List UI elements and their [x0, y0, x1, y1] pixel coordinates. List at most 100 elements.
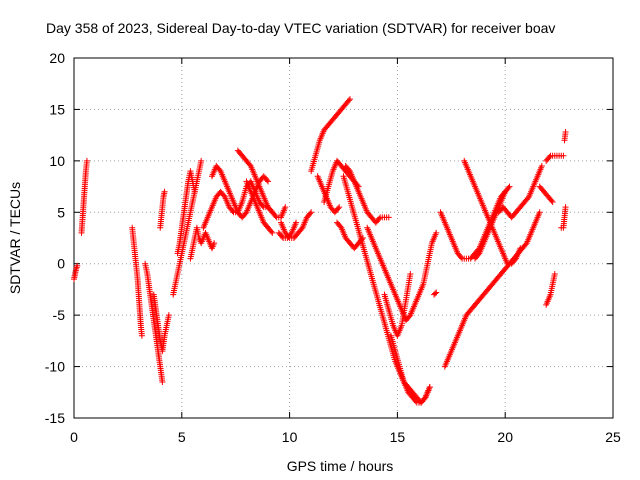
grid-lines	[74, 58, 613, 418]
point-marker	[522, 241, 529, 248]
point-marker	[412, 398, 419, 405]
series-s3	[129, 224, 145, 339]
point-marker	[426, 384, 433, 391]
series-s8	[174, 168, 198, 257]
series-s34	[558, 204, 569, 231]
chart-title: Day 358 of 2023, Sidereal Day-to-day VTE…	[46, 20, 555, 36]
point-marker	[265, 178, 272, 185]
x-axis-ticks: 0 5 10 15 20 25	[70, 58, 621, 445]
x-tick-label-4: 20	[497, 429, 513, 445]
series-s2	[78, 157, 90, 236]
point-marker	[272, 213, 279, 220]
point-marker	[406, 313, 413, 320]
point-marker	[433, 289, 440, 296]
series-s12	[234, 147, 289, 221]
point-marker	[551, 271, 558, 277]
point-marker	[385, 214, 392, 221]
point-marker	[74, 262, 81, 269]
series-s16	[308, 96, 353, 175]
point-marker	[269, 229, 276, 236]
point-marker	[407, 271, 414, 277]
point-marker	[346, 96, 353, 103]
point-marker	[220, 192, 227, 199]
x-tick-label-2: 10	[282, 429, 298, 445]
point-marker	[336, 204, 343, 211]
y-tick-label-7: 20	[49, 50, 65, 66]
point-marker	[536, 209, 543, 216]
point-marker	[165, 312, 172, 319]
point-marker	[560, 152, 567, 159]
y-axis-ticks: -15 -10 -5 0 5 10 15 20	[45, 50, 613, 426]
series-s15	[275, 219, 300, 241]
series-s6	[157, 188, 168, 231]
y-tick-label-1: -10	[45, 359, 65, 375]
point-marker	[211, 240, 218, 247]
series-s4	[142, 260, 166, 385]
point-marker	[505, 184, 512, 191]
point-marker	[263, 177, 270, 184]
point-marker	[198, 157, 205, 164]
point-marker	[549, 199, 556, 205]
series-s9	[187, 224, 218, 262]
point-marker	[138, 332, 145, 339]
point-marker	[433, 229, 440, 236]
y-tick-label-4: 5	[57, 204, 65, 220]
series-s31	[536, 183, 556, 205]
y-tick-label-2: -5	[53, 307, 66, 323]
series-s5	[150, 291, 172, 355]
point-marker	[345, 166, 352, 173]
point-marker	[432, 290, 439, 297]
point-marker	[546, 154, 553, 160]
point-marker	[308, 209, 315, 216]
point-marker	[161, 188, 168, 195]
point-marker	[246, 161, 253, 168]
data-points	[71, 96, 569, 406]
series-s20	[342, 163, 392, 226]
series-s19	[334, 219, 366, 252]
point-marker	[159, 379, 166, 385]
y-tick-label-5: 10	[49, 153, 65, 169]
point-marker	[538, 163, 545, 169]
point-marker	[83, 157, 90, 164]
point-marker	[562, 129, 569, 136]
point-marker	[376, 215, 383, 222]
series-s30	[495, 163, 545, 221]
y-tick-label-3: 0	[57, 256, 65, 272]
series-s29	[472, 188, 509, 262]
point-marker	[548, 197, 555, 204]
point-marker	[335, 205, 342, 212]
series-s33	[543, 152, 567, 164]
series-s13	[243, 178, 276, 236]
series-s25	[431, 289, 440, 298]
point-marker	[282, 204, 289, 211]
point-marker	[268, 228, 275, 235]
y-tick-label-6: 15	[49, 101, 65, 117]
point-marker	[506, 183, 513, 190]
x-tick-label-0: 0	[70, 429, 78, 445]
x-tick-label-1: 5	[178, 429, 186, 445]
x-axis-label: GPS time / hours	[287, 458, 394, 474]
series-s24	[387, 332, 433, 406]
y-tick-label-0: -15	[45, 410, 65, 426]
x-tick-label-5: 25	[605, 429, 621, 445]
series-s1	[71, 262, 81, 283]
y-axis-label: SDTVAR / TECUs	[7, 182, 23, 294]
series-s32	[543, 271, 558, 308]
point-marker	[562, 204, 569, 211]
point-marker	[287, 231, 294, 238]
point-marker	[345, 97, 352, 104]
point-marker	[279, 233, 286, 240]
plot-frame	[73, 57, 614, 419]
point-marker	[293, 219, 300, 226]
x-tick-label-3: 15	[390, 429, 406, 445]
point-marker	[524, 195, 531, 202]
series-s35	[561, 129, 569, 144]
point-marker	[517, 245, 524, 252]
point-marker	[307, 210, 314, 217]
point-marker	[216, 166, 223, 173]
point-marker	[458, 254, 465, 261]
point-marker	[191, 188, 198, 195]
point-marker	[502, 188, 509, 195]
series-s23	[381, 271, 414, 339]
